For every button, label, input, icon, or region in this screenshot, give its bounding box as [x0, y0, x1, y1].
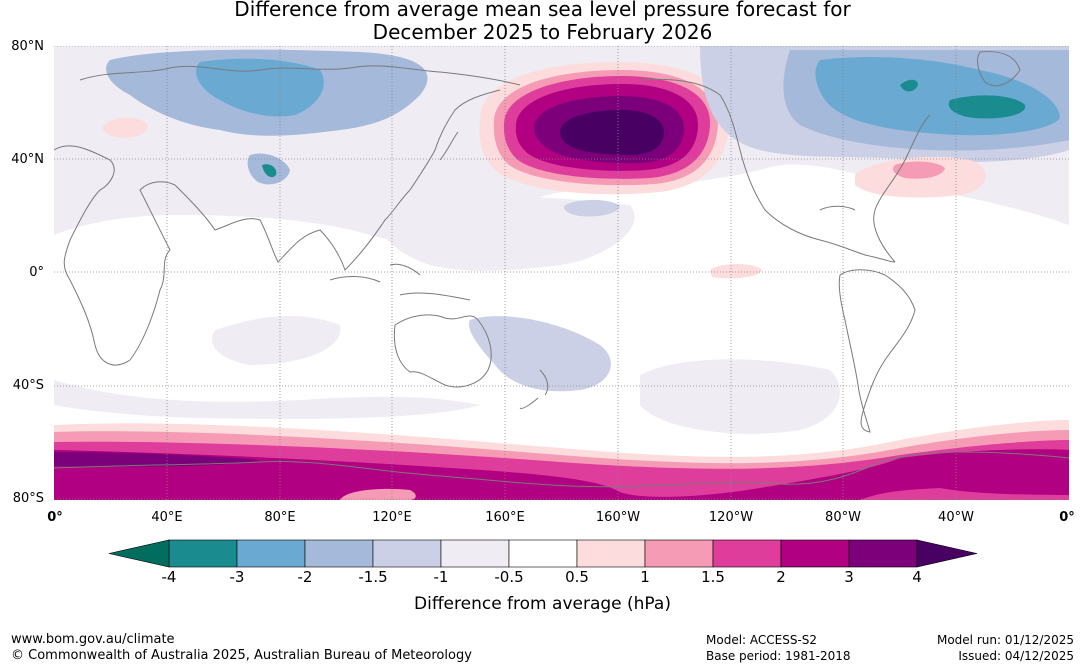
- anomaly-siberia-neg-2: [196, 58, 324, 117]
- colorbar-segment: [576, 539, 646, 568]
- coastlines: [54, 51, 1069, 488]
- coast-north-america: [639, 78, 896, 263]
- colorbar-tick: 2: [776, 568, 786, 586]
- coast-antarctica: [54, 451, 1069, 488]
- anomaly-southern-midlat: [54, 380, 480, 419]
- coast-na-east: [819, 114, 931, 263]
- colorbar-tick: 4: [912, 568, 922, 586]
- lon-label-0-west: 0°: [47, 510, 63, 525]
- chart-title: Difference from average mean sea level p…: [0, 0, 1085, 44]
- colorbar-segment: [304, 539, 374, 568]
- map-area: [54, 46, 1069, 500]
- anomaly-south-pacific: [640, 359, 840, 434]
- anomaly-sw-pacific-neg: [469, 316, 611, 392]
- lat-label-40s: 40°S: [12, 378, 44, 393]
- colorbar-tick: -1: [433, 568, 449, 586]
- lat-label-80s: 80°S: [12, 491, 44, 506]
- gridlines: [54, 46, 1069, 500]
- lon-label-80w: 80°W: [825, 510, 861, 525]
- lon-label-160w: 160°W: [595, 510, 641, 525]
- colorbar-tick: -2: [297, 568, 313, 586]
- colorbar-segment: [508, 539, 578, 568]
- footer-url: www.bom.gov.au/climate: [11, 632, 175, 647]
- colorbar-tick: -3: [229, 568, 245, 586]
- anomaly-atlantic-neg-3b: [900, 79, 918, 92]
- anomaly-aleutian-4: [560, 110, 664, 155]
- coast-greenland: [977, 51, 1021, 87]
- lon-label-0-east: 0°: [1059, 510, 1075, 525]
- anomaly-west-pacific: [378, 195, 635, 271]
- lat-label-80n: 80°N: [11, 39, 44, 54]
- anomaly-eq-pacific-pos: [710, 264, 762, 279]
- colorbar-segment: [236, 539, 306, 568]
- footer-issued: Issued: 04/12/2025: [958, 649, 1074, 663]
- colorbar-segment: [644, 539, 714, 568]
- colorbar-segment: [168, 539, 238, 568]
- title-line-1: Difference from average mean sea level p…: [234, 0, 851, 21]
- lat-label-40n: 40°N: [11, 152, 44, 167]
- coast-north-asia: [79, 65, 521, 86]
- coast-europe-africa: [54, 145, 176, 366]
- lon-label-120w: 120°W: [708, 510, 754, 525]
- lon-label-40e: 40°E: [151, 510, 183, 525]
- lon-label-160e: 160°E: [485, 510, 525, 525]
- lon-label-40w: 40°W: [938, 510, 974, 525]
- colorbar-under-arrow: [108, 539, 170, 568]
- coast-japan: [439, 131, 459, 161]
- footer-model-run: Model run: 01/12/2025: [936, 633, 1074, 647]
- colorbar-tick: -1.5: [358, 568, 388, 586]
- colorbar-tick: -4: [161, 568, 177, 586]
- colorbar-tick: 1: [640, 568, 650, 586]
- lon-label-120e: 120°E: [372, 510, 412, 525]
- anomaly-nw-pos: [102, 117, 148, 138]
- anomaly-antarctic-1: [340, 488, 416, 500]
- anomaly-asia-neg-3: [262, 164, 277, 178]
- lat-label-0: 0°: [29, 265, 44, 280]
- colorbar-over-arrow: [916, 539, 978, 568]
- coast-maritime-continent: [329, 263, 471, 301]
- title-line-2: December 2025 to February 2026: [372, 20, 713, 44]
- coast-new-zealand: [519, 369, 549, 409]
- coast-asia-south: [174, 184, 411, 271]
- footer-base-period: Base period: 1981-2018: [706, 649, 851, 663]
- footer-copyright: © Commonwealth of Australia 2025, Austra…: [11, 648, 472, 663]
- colorbar: [108, 539, 978, 568]
- colorbar-segment: [712, 539, 782, 568]
- anomaly-atlantic-neg-3: [948, 95, 1026, 119]
- anomaly-southern-3: [54, 452, 260, 467]
- anomaly-atlantic-pos-1: [893, 161, 945, 179]
- coast-south-america: [838, 269, 916, 433]
- colorbar-tick: 1.5: [701, 568, 725, 586]
- colorbar-tick: -0.5: [494, 568, 524, 586]
- anomaly-southern-2: [54, 449, 1069, 500]
- coast-east-asia: [409, 89, 501, 191]
- colorbar-tick: 0.5: [565, 568, 589, 586]
- anomaly-indian-ocean: [211, 315, 341, 365]
- footer-model: Model: ACCESS-S2: [706, 633, 818, 647]
- colorbar-tick: 3: [844, 568, 854, 586]
- colorbar-segment: [440, 539, 510, 568]
- colorbar-segment: [848, 539, 918, 568]
- colorbar-segment: [780, 539, 850, 568]
- colorbar-segment: [372, 539, 442, 568]
- coast-australia: [393, 314, 492, 388]
- colorbar-caption: Difference from average (hPa): [414, 594, 671, 614]
- anomaly-nw-pacific-neg: [564, 199, 620, 217]
- lon-label-80e: 80°E: [264, 510, 296, 525]
